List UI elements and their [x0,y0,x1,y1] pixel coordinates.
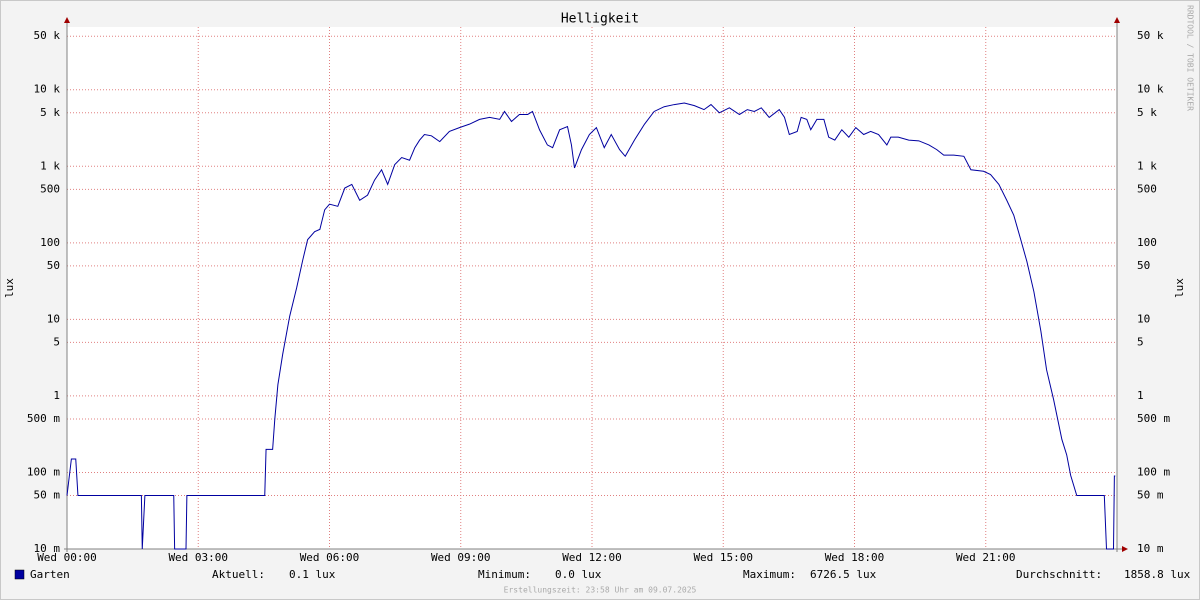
y-tick-label: 10 k [34,83,61,96]
y2-tick-label: 500 m [1137,412,1170,425]
x-tick-label: Wed 09:00 [431,551,491,564]
y-tick-label: 500 [40,182,60,195]
x-tick-label: Wed 06:00 [300,551,360,564]
y2-tick-label: 10 [1137,312,1150,325]
stat-label: Aktuell: [212,568,265,581]
y-tick-label: 50 [47,259,60,272]
chart-title: Helligkeit [561,12,639,27]
y2-tick-label: 100 m [1137,465,1170,478]
legend-swatch [14,569,25,580]
stat-value: 6726.5 lux [810,568,877,581]
y2-tick-label: 5 k [1137,106,1157,119]
y-tick-label: 50 k [34,29,61,42]
legend-label: Garten [30,568,70,581]
y2-axis-label: lux [1173,278,1186,298]
x-tick-label: Wed 18:00 [825,551,885,564]
axis-arrow [1122,546,1128,552]
axis-arrow [64,17,70,23]
y-tick-label: 500 m [27,412,60,425]
y2-tick-label: 50 [1137,259,1150,272]
stat-label: Minimum: [478,568,531,581]
y-tick-label: 1 [53,389,60,402]
y-tick-label: 5 k [40,106,60,119]
x-tick-label: Wed 00:00 [37,551,97,564]
y2-tick-label: 100 [1137,236,1157,249]
y2-tick-label: 500 [1137,182,1157,195]
y-tick-label: 10 [47,312,60,325]
x-tick-label: Wed 21:00 [956,551,1016,564]
stat-label: Durchschnitt: [1016,568,1102,581]
x-tick-label: Wed 03:00 [168,551,228,564]
y-tick-label: 100 [40,236,60,249]
data-line [66,102,1116,550]
y-axis-label: lux [3,278,16,298]
x-tick-label: Wed 12:00 [562,551,622,564]
y2-tick-label: 50 k [1137,29,1164,42]
y2-tick-label: 10 k [1137,83,1164,96]
axis-arrow [1114,17,1120,23]
y-tick-label: 50 m [34,488,61,501]
x-tick-label: Wed 15:00 [693,551,753,564]
y-tick-label: 10 m [34,542,61,555]
y-tick-label: 1 k [40,159,60,172]
y2-tick-label: 50 m [1137,488,1164,501]
y-tick-label: 5 [53,335,60,348]
y-tick-label: 100 m [27,465,60,478]
y2-tick-label: 1 k [1137,159,1157,172]
stat-label: Maximum: [743,568,796,581]
y2-tick-label: 10 m [1137,542,1164,555]
credit: RRDTOOL / TOBI OETIKER [1186,5,1195,111]
y2-tick-label: 1 [1137,389,1144,402]
stat-value: 1858.8 lux [1124,568,1191,581]
footer: Erstellungszeit: 23:58 Uhr am 09.07.2025 [504,586,697,595]
stat-value: 0.1 lux [289,568,336,581]
stat-value: 0.0 lux [555,568,602,581]
y2-tick-label: 5 [1137,335,1144,348]
